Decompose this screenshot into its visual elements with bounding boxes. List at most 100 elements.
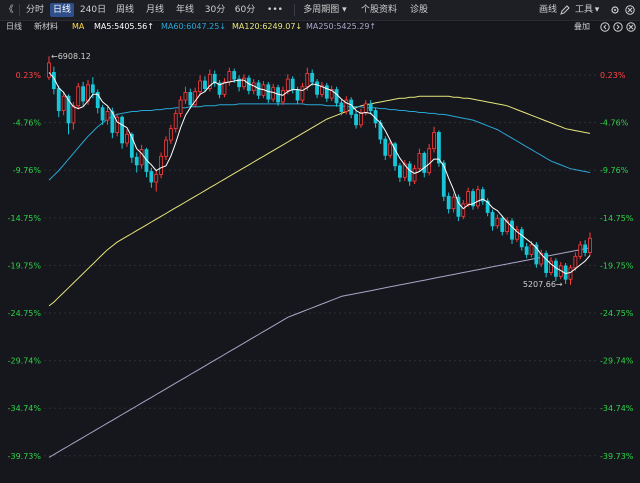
y-tick-label-right: -34.74%: [600, 404, 634, 413]
candle-body: [422, 153, 427, 173]
candle-body: [90, 84, 95, 93]
candle-body: [514, 229, 519, 240]
candle-body: [66, 95, 71, 124]
tab-yearly[interactable]: 年线: [175, 5, 194, 15]
y-tick-label-left: -14.75%: [8, 214, 42, 223]
diagnose-button[interactable]: 诊股: [409, 5, 428, 15]
candle-body: [237, 78, 241, 88]
candle-body: [568, 267, 573, 280]
candle-body: [47, 62, 51, 78]
back-icon[interactable]: 《: [4, 5, 14, 15]
candle-body: [398, 165, 402, 178]
y-tick-label-left: -39.73%: [8, 452, 42, 461]
candle-body: [125, 133, 129, 144]
candle-body: [500, 217, 505, 232]
tab-monthly[interactable]: 月线: [145, 5, 164, 15]
pencil-icon[interactable]: [560, 5, 570, 15]
tab-daily[interactable]: 日线: [50, 3, 74, 17]
candle-body: [349, 99, 354, 115]
candle-body: [402, 163, 407, 178]
candle-body: [198, 80, 203, 92]
candle-body: [207, 73, 212, 90]
candle-body: [227, 71, 232, 83]
tab-60min[interactable]: 60分: [234, 5, 256, 15]
candle-body: [310, 72, 315, 83]
candle-body: [583, 244, 588, 253]
candle-body: [475, 189, 480, 207]
candle-body: [383, 138, 388, 156]
tools-button[interactable]: 工具: [574, 5, 593, 15]
candle-body: [393, 143, 397, 167]
candle-body: [305, 72, 310, 88]
candle-body: [329, 89, 334, 99]
y-tick-label-left: 0.23%: [16, 71, 42, 80]
y-tick-label-right: -4.76%: [600, 119, 629, 128]
close-indicator-icon[interactable]: [626, 22, 636, 32]
candle-body: [81, 86, 86, 102]
y-tick-label-right: -29.74%: [600, 357, 634, 366]
candle-body: [110, 111, 115, 133]
candle-body: [100, 107, 105, 121]
candle-body: [544, 253, 549, 273]
close-icon[interactable]: [625, 5, 635, 15]
y-tick-label-right: -24.75%: [600, 309, 634, 318]
candle-body: [388, 143, 393, 156]
y-tick-label-left: -34.74%: [8, 404, 42, 413]
candle-body: [407, 163, 412, 182]
candle-body: [344, 99, 349, 112]
candle-body: [578, 244, 583, 257]
candle-body: [485, 200, 490, 213]
candle-body: [139, 149, 144, 166]
candle-body: [71, 105, 76, 124]
candle-body: [368, 103, 373, 111]
stock-info-button[interactable]: 个股资料: [360, 5, 397, 15]
draw-line-button[interactable]: 画线: [538, 5, 557, 15]
toolbar-divider: [19, 4, 20, 16]
candle-body: [271, 87, 276, 100]
y-tick-label-right: 0.23%: [600, 71, 626, 80]
y-tick-label-right: -9.76%: [600, 166, 629, 175]
tools-dropdown-icon[interactable]: ▾: [594, 5, 600, 15]
candle-body: [188, 92, 193, 106]
candle-body: [300, 86, 305, 101]
ma120-line: [48, 95, 591, 307]
candle-body: [505, 220, 510, 232]
candle-body: [285, 78, 290, 91]
tab-intraday[interactable]: 分时: [25, 5, 44, 15]
kline-chart-svg[interactable]: 0.23% 0.23% -4.76% -4.76% -9.76% -9.76% -14.75…: [0, 33, 640, 479]
candle-body: [480, 189, 485, 202]
candle-body: [363, 103, 368, 113]
tab-240day[interactable]: 240日: [79, 5, 107, 15]
candle-body: [217, 82, 222, 95]
scroll-left-icon[interactable]: [600, 22, 610, 32]
candle-body: [436, 132, 441, 164]
tab-30min[interactable]: 30分: [204, 5, 226, 15]
candle-body: [232, 71, 237, 80]
candle-body: [510, 220, 514, 240]
candle-body: [134, 156, 139, 166]
y-tick-label-right: -39.73%: [600, 452, 634, 461]
tab-weekly[interactable]: 周线: [115, 5, 134, 15]
candle-body: [573, 255, 578, 269]
ma5-value: MA5:5405.56↑: [94, 22, 154, 31]
candle-body: [466, 191, 471, 205]
candle-body: [432, 132, 436, 150]
candle-body: [129, 133, 134, 158]
y-tick-label-left: -9.76%: [13, 166, 42, 175]
more-periods-button[interactable]: •••: [267, 5, 283, 15]
candle-body: [490, 212, 495, 227]
candle-body: [324, 85, 329, 99]
toolbar-divider: [294, 4, 295, 16]
overlay-button[interactable]: 叠加: [574, 22, 590, 31]
candle-body: [320, 85, 324, 95]
candle-body: [212, 73, 217, 84]
candle-body: [461, 203, 466, 217]
candle-body: [495, 217, 500, 227]
multi-period-dropdown[interactable]: 多周期图 ▾: [303, 5, 347, 15]
low-price-label: 5207.66→: [523, 280, 563, 289]
scroll-right-icon[interactable]: [613, 22, 623, 32]
kline-chart[interactable]: 0.23% 0.23% -4.76% -4.76% -9.76% -9.76% -14.75…: [0, 33, 640, 479]
candle-body: [471, 191, 475, 207]
candle-body: [334, 89, 339, 104]
settings-icon[interactable]: [610, 5, 620, 15]
